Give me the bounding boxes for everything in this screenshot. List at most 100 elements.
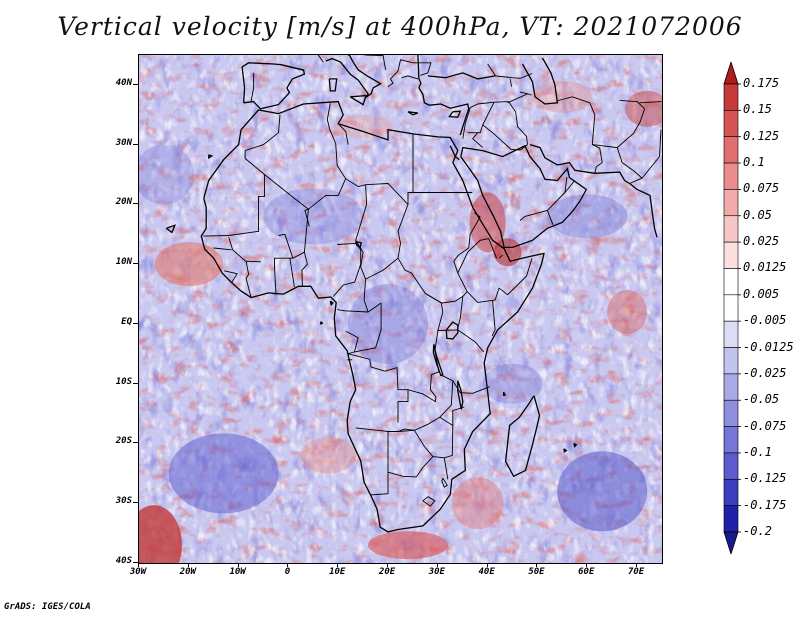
legend-label: -0.075 <box>743 418 787 433</box>
intensity-patch <box>139 144 194 205</box>
lat-tick-label: 20N <box>115 197 132 208</box>
intensity-patch <box>532 80 593 113</box>
legend-label: 0.175 <box>743 76 780 90</box>
country-border <box>397 59 432 76</box>
country-border <box>363 257 399 313</box>
lat-tick-label: 40N <box>115 77 132 88</box>
country-border <box>326 103 337 144</box>
country-border <box>337 123 349 145</box>
legend-color-box <box>723 320 739 348</box>
country-border <box>414 430 445 459</box>
legend-color-box <box>723 215 739 243</box>
legend-color-box <box>723 373 739 401</box>
country-border <box>272 257 293 295</box>
lon-tick <box>436 563 438 567</box>
coastline <box>417 55 470 136</box>
legend-color-box <box>723 136 739 164</box>
country-border <box>355 427 415 432</box>
map-panel <box>138 54 663 564</box>
country-border <box>337 309 369 313</box>
intensity-patch <box>557 451 648 532</box>
country-border <box>639 101 662 104</box>
coastlines-borders <box>166 55 662 533</box>
lon-tick-label: 70E <box>627 567 645 577</box>
lon-tick-label: 40E <box>478 567 495 577</box>
lat-tick <box>133 143 138 145</box>
coastline <box>448 110 462 118</box>
country-border <box>641 129 662 179</box>
country-border <box>228 237 234 250</box>
footer-credit: GrADS: IGES/COLA <box>4 602 91 612</box>
coastline <box>208 154 214 159</box>
legend-label: -0.0125 <box>743 339 794 354</box>
chart-title: Vertical velocity [m/s] at 400hPa, VT: 2… <box>57 12 743 41</box>
legend-label: 0.05 <box>743 207 772 222</box>
country-border <box>508 101 528 145</box>
country-border <box>500 246 505 250</box>
coastline <box>325 55 382 99</box>
lat-tick-label: 30S <box>115 496 132 507</box>
lon-tick-label: 30E <box>428 567 445 577</box>
legend-color-box <box>723 452 739 480</box>
legend-color-box <box>723 83 739 111</box>
country-border <box>519 209 548 221</box>
coastline <box>166 224 177 234</box>
intensity-patch <box>139 505 182 563</box>
country-border <box>301 252 308 287</box>
country-border <box>213 247 232 251</box>
country-border <box>244 114 281 159</box>
lat-tick-label: EQ <box>121 316 132 327</box>
legend-color-box <box>723 399 739 427</box>
legend-label: 0.075 <box>743 181 780 196</box>
country-border <box>457 237 498 274</box>
legend-color-box <box>723 189 739 217</box>
country-border <box>589 102 596 145</box>
country-border <box>441 477 448 488</box>
legend-label: -0.175 <box>743 497 787 512</box>
country-border <box>355 184 368 280</box>
legend-color-box <box>723 347 739 375</box>
country-border <box>457 329 485 353</box>
country-border <box>232 249 246 262</box>
lon-tick <box>586 563 588 567</box>
coastline <box>563 448 568 453</box>
legend-color-box <box>723 294 739 322</box>
country-border <box>332 242 362 297</box>
coastline <box>200 100 545 533</box>
coastline <box>529 143 658 238</box>
country-border <box>473 212 481 218</box>
legend-label: -0.2 <box>743 524 772 538</box>
country-border <box>519 91 528 95</box>
lon-tick-label: 10E <box>329 567 346 577</box>
coastline <box>328 78 338 92</box>
country-border <box>437 296 464 331</box>
legend-label: 0.0125 <box>743 260 787 275</box>
lat-tick <box>133 562 138 563</box>
legend-label: 0.005 <box>743 286 780 301</box>
intensity-patch <box>348 283 429 364</box>
lon-tick-label: 0 <box>284 567 291 577</box>
country-border <box>317 55 324 63</box>
intensity-patch <box>367 531 448 560</box>
country-border <box>250 72 255 102</box>
lon-tick <box>387 563 389 567</box>
country-border <box>491 300 496 337</box>
country-border <box>616 147 643 184</box>
lat-tick-label: 40S <box>115 556 132 566</box>
intensity-patch <box>168 433 279 514</box>
intensity-patch <box>451 477 504 530</box>
coastline <box>407 111 419 116</box>
intensity-patch <box>482 363 543 404</box>
coastline <box>445 321 459 340</box>
country-border <box>462 101 495 139</box>
legend-label: 0.025 <box>743 234 780 249</box>
country-border <box>498 254 503 259</box>
coastline <box>502 391 507 396</box>
lat-tick-label: 20S <box>115 436 132 447</box>
coastline <box>427 72 496 80</box>
legend-label: 0.15 <box>743 102 772 117</box>
country-border <box>387 456 434 478</box>
lat-tick-label: 30N <box>115 137 132 148</box>
intensity-patch <box>154 242 223 287</box>
lon-tick <box>337 563 339 567</box>
